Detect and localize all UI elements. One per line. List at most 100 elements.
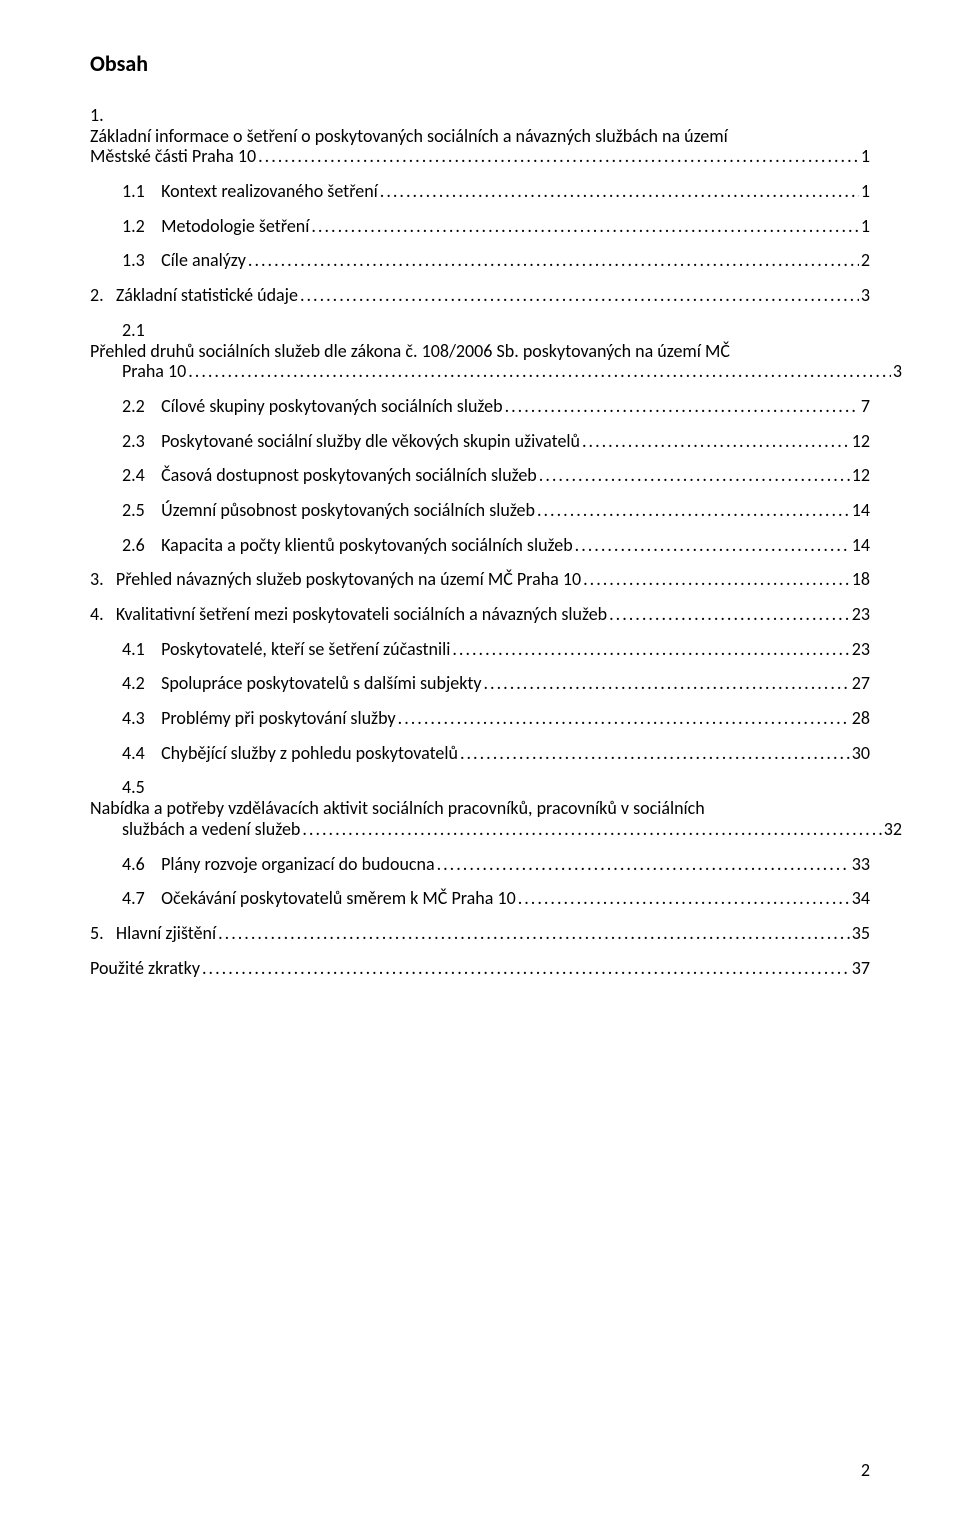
toc-entry-label: Použité zkratky bbox=[90, 958, 200, 979]
toc-leader bbox=[575, 535, 850, 556]
toc-entry: 1.1 Kontext realizovaného šetření 1 bbox=[90, 181, 870, 202]
toc-entry: 2.4 Časová dostupnost poskytovaných soci… bbox=[90, 465, 870, 486]
toc-entry: 4.5 Nabídka a potřeby vzdělávacích aktiv… bbox=[90, 777, 870, 839]
toc-entry-label: Metodologie šetření bbox=[161, 216, 309, 237]
toc-entry-label-continuation: Městské části Praha 10 bbox=[90, 146, 256, 167]
toc-entry-page: 12 bbox=[852, 431, 870, 452]
toc-entry-number: 4.4 bbox=[90, 743, 161, 764]
toc-entry: Použité zkratky 37 bbox=[90, 958, 870, 979]
toc-entry-label: Poskytované sociální služby dle věkových… bbox=[161, 431, 580, 452]
toc-entry-label: Přehled návazných služeb poskytovaných n… bbox=[116, 569, 581, 590]
toc-entry-number: 2.5 bbox=[90, 500, 161, 521]
toc-entry-page: 1 bbox=[861, 181, 870, 202]
toc-entry: 2.1 Přehled druhů sociálních služeb dle … bbox=[90, 320, 870, 382]
toc-leader bbox=[202, 958, 850, 979]
toc-entry-label: Problémy při poskytování služby bbox=[161, 708, 396, 729]
toc-entry-page: 27 bbox=[852, 673, 870, 694]
page-number-footer: 2 bbox=[861, 1459, 870, 1481]
toc-entry-page: 30 bbox=[852, 743, 870, 764]
toc-entry-page: 28 bbox=[852, 708, 870, 729]
toc-entry: 4.4 Chybějící služby z pohledu poskytova… bbox=[90, 743, 870, 764]
toc-entry-number: 2.2 bbox=[90, 396, 161, 417]
toc-entry-label: Cílové skupiny poskytovaných sociálních … bbox=[161, 396, 502, 417]
toc-entry-label: Chybějící služby z pohledu poskytovatelů bbox=[161, 743, 458, 764]
toc-entry-page: 3 bbox=[861, 285, 870, 306]
toc-entry-label: Kapacita a počty klientů poskytovaných s… bbox=[161, 535, 573, 556]
toc-leader bbox=[302, 819, 881, 840]
toc-entry-number: 1.3 bbox=[90, 250, 161, 271]
toc-leader bbox=[460, 743, 850, 764]
toc-entry-number: 3. bbox=[90, 569, 116, 590]
toc-leader bbox=[300, 285, 859, 306]
toc-entry-number: 1.2 bbox=[90, 216, 161, 237]
toc-entry-number: 2.4 bbox=[90, 465, 161, 486]
toc-entry-number: 2.1 bbox=[90, 320, 161, 341]
toc-entry-label-continuation: službách a vedení služeb bbox=[122, 819, 300, 840]
toc-entry-label-continuation: Praha 10 bbox=[122, 361, 186, 382]
toc-entry-label: Základní statistické údaje bbox=[116, 285, 298, 306]
toc-entry: 4. Kvalitativní šetření mezi poskytovate… bbox=[90, 604, 870, 625]
toc-leader bbox=[437, 854, 850, 875]
toc-entry-label: Plány rozvoje organizací do budoucna bbox=[161, 854, 435, 875]
toc-leader bbox=[452, 639, 849, 660]
toc-entry-number: 1.1 bbox=[90, 181, 161, 202]
toc-entry: 4.7 Očekávání poskytovatelů směrem k MČ … bbox=[90, 888, 870, 909]
toc-entry-number: 2.6 bbox=[90, 535, 161, 556]
toc-entry: 1.3 Cíle analýzy 2 bbox=[90, 250, 870, 271]
toc-entry-page: 7 bbox=[861, 396, 870, 417]
toc-entry: 4.1 Poskytovatelé, kteří se šetření zúča… bbox=[90, 639, 870, 660]
toc-entry-label: Kontext realizovaného šetření bbox=[161, 181, 378, 202]
toc-entry-number: 4.7 bbox=[90, 888, 161, 909]
toc-entry-page: 37 bbox=[852, 958, 870, 979]
toc-leader bbox=[537, 500, 850, 521]
toc-entry-number: 5. bbox=[90, 923, 116, 944]
toc-entry-number: 2. bbox=[90, 285, 116, 306]
toc-entry-number: 4. bbox=[90, 604, 116, 625]
toc-entry-label: Přehled druhů sociálních služeb dle záko… bbox=[90, 341, 870, 362]
toc-leader bbox=[398, 708, 850, 729]
toc-entry-label: Územní působnost poskytovaných sociálníc… bbox=[161, 500, 535, 521]
toc-entry-page: 32 bbox=[884, 819, 902, 840]
toc-entry: 3. Přehled návazných služeb poskytovanýc… bbox=[90, 569, 870, 590]
toc-entry: 1.2 Metodologie šetření 1 bbox=[90, 216, 870, 237]
toc-entry: 5. Hlavní zjištění 35 bbox=[90, 923, 870, 944]
toc-leader bbox=[505, 396, 859, 417]
toc-entry-page: 33 bbox=[852, 854, 870, 875]
toc-entry-label: Očekávání poskytovatelů směrem k MČ Prah… bbox=[161, 888, 516, 909]
toc-entry-number: 4.2 bbox=[90, 673, 161, 694]
toc-entry-label: Časová dostupnost poskytovaných sociální… bbox=[161, 465, 537, 486]
toc-entry: 4.6 Plány rozvoje organizací do budoucna… bbox=[90, 854, 870, 875]
toc-entry-number: 4.3 bbox=[90, 708, 161, 729]
toc-entry-label: Hlavní zjištění bbox=[116, 923, 216, 944]
toc-entry-page: 14 bbox=[852, 500, 870, 521]
toc-entry-label: Kvalitativní šetření mezi poskytovateli … bbox=[116, 604, 607, 625]
toc-entry: 2.3 Poskytované sociální služby dle věko… bbox=[90, 431, 870, 452]
toc-leader bbox=[539, 465, 850, 486]
toc-entry-number: 1. bbox=[90, 105, 116, 126]
toc-leader bbox=[311, 216, 858, 237]
toc-entry-label: Cíle analýzy bbox=[161, 250, 246, 271]
toc-entry: 2.6 Kapacita a počty klientů poskytovaný… bbox=[90, 535, 870, 556]
toc-entry-page: 1 bbox=[861, 216, 870, 237]
toc-entry: 4.3 Problémy při poskytování služby 28 bbox=[90, 708, 870, 729]
toc-entry-number: 2.3 bbox=[90, 431, 161, 452]
toc-entry-page: 18 bbox=[852, 569, 870, 590]
toc-entry-page: 12 bbox=[852, 465, 870, 486]
toc-entry-label: Základní informace o šetření o poskytova… bbox=[90, 126, 870, 147]
toc-entry-page: 2 bbox=[861, 250, 870, 271]
toc-entry-page: 14 bbox=[852, 535, 870, 556]
toc-entry-label: Poskytovatelé, kteří se šetření zúčastni… bbox=[161, 639, 450, 660]
toc-leader bbox=[582, 431, 850, 452]
toc-leader bbox=[248, 250, 859, 271]
toc-leader bbox=[484, 673, 850, 694]
toc-entry-label: Nabídka a potřeby vzdělávacích aktivit s… bbox=[90, 798, 870, 819]
toc-entry-page: 1 bbox=[861, 146, 870, 167]
toc-entry: 2. Základní statistické údaje 3 bbox=[90, 285, 870, 306]
toc-entry-label: Spolupráce poskytovatelů s dalšími subje… bbox=[161, 673, 481, 694]
toc-entry: 1. Základní informace o šetření o poskyt… bbox=[90, 105, 870, 167]
toc-entry-page: 23 bbox=[852, 604, 870, 625]
toc-title: Obsah bbox=[90, 50, 870, 77]
toc-entry-number: 4.5 bbox=[90, 777, 161, 798]
toc-entry-number: 4.6 bbox=[90, 854, 161, 875]
toc-leader bbox=[380, 181, 859, 202]
